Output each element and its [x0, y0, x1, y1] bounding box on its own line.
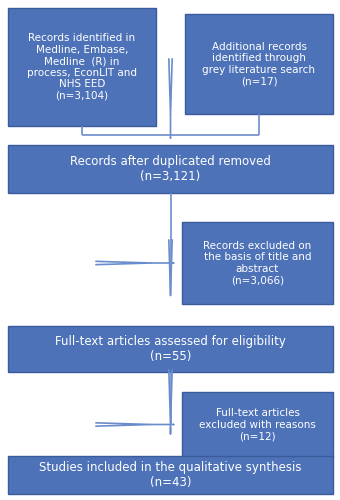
FancyBboxPatch shape — [182, 392, 333, 457]
FancyBboxPatch shape — [8, 8, 156, 126]
FancyBboxPatch shape — [8, 326, 333, 372]
Text: Records after duplicated removed
(n=3,121): Records after duplicated removed (n=3,12… — [70, 155, 271, 183]
FancyBboxPatch shape — [8, 456, 333, 494]
FancyBboxPatch shape — [185, 14, 333, 114]
FancyBboxPatch shape — [182, 222, 333, 304]
Text: Additional records
identified through
grey literature search
(n=17): Additional records identified through gr… — [203, 42, 316, 86]
FancyBboxPatch shape — [8, 145, 333, 193]
Text: Studies included in the qualitative synthesis
(n=43): Studies included in the qualitative synt… — [39, 461, 302, 489]
Text: Full-text articles assessed for eligibility
(n=55): Full-text articles assessed for eligibil… — [55, 335, 286, 363]
Text: Records excluded on
the basis of title and
abstract
(n=3,066): Records excluded on the basis of title a… — [203, 240, 312, 286]
Text: Records identified in
Medline, Embase,
Medline  (R) in
process, EconLIT and
NHS : Records identified in Medline, Embase, M… — [27, 33, 137, 101]
Text: Full-text articles
excluded with reasons
(n=12): Full-text articles excluded with reasons… — [199, 408, 316, 441]
